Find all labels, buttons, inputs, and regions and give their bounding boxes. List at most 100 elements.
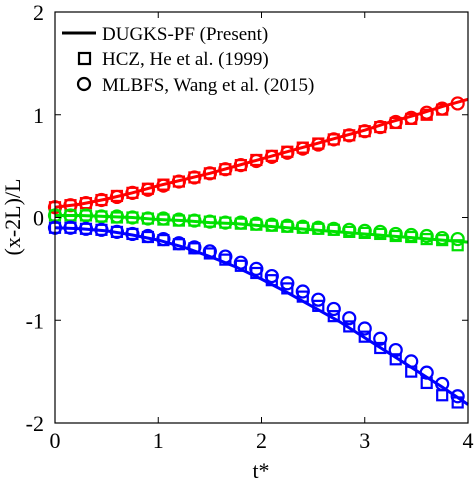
circle-point: [280, 145, 295, 160]
circle-point: [202, 166, 217, 181]
legend-square-marker: [77, 51, 92, 66]
circle-point: [342, 222, 357, 237]
circle-point: [202, 244, 217, 259]
axis-ticks: 0 1 2 3 4 -2 -1 0 1 2: [26, 0, 474, 453]
circle-point: [404, 110, 419, 125]
circle-point: [419, 105, 434, 120]
circle-point: [311, 292, 326, 307]
circle-point: [373, 119, 388, 135]
circle-point: [388, 226, 403, 242]
circle-point: [311, 137, 326, 152]
circle-point: [218, 162, 233, 177]
square-point: [451, 239, 464, 252]
circle-point: [357, 223, 372, 238]
square-point: [281, 282, 294, 295]
circle-point: [249, 153, 264, 169]
circle-point: [342, 128, 357, 143]
circle-point: [140, 228, 156, 244]
circle-point: [373, 224, 388, 239]
circle-point: [264, 217, 279, 232]
circle-point: [233, 255, 248, 270]
circle-point: [218, 249, 233, 264]
x-tick-label: 0: [50, 428, 61, 453]
x-tick-label: 4: [463, 428, 474, 453]
circle-point: [249, 216, 264, 231]
circle-point: [419, 228, 434, 244]
circle-point: [171, 174, 186, 189]
circle-point: [156, 178, 171, 193]
y-tick-label: -2: [26, 411, 44, 436]
circle-point: [233, 215, 248, 230]
circle-point: [264, 149, 279, 164]
circle-point: [295, 219, 310, 234]
circle-point: [435, 376, 450, 392]
circle-point: [171, 212, 186, 227]
circle-point: [94, 192, 109, 208]
circle-point: [264, 268, 279, 284]
circle-point: [342, 311, 357, 326]
chart-marks: [47, 96, 469, 409]
circle-point: [326, 132, 341, 147]
circle-point: [280, 276, 295, 291]
circle-point: [435, 230, 450, 246]
y-tick-label: 0: [33, 206, 44, 231]
square-point: [389, 353, 402, 366]
square-point: [358, 330, 371, 343]
circle-point: [295, 284, 310, 299]
legend-circle-marker: [76, 76, 92, 92]
circle-point: [94, 222, 109, 237]
circle-point: [94, 209, 109, 224]
circle-point: [125, 226, 140, 242]
circle-point: [388, 114, 403, 130]
y-axis-label: (x-2L)/L: [0, 179, 25, 256]
series-line-6: [54, 226, 469, 406]
square-point: [343, 320, 356, 333]
circle-point: [63, 220, 78, 235]
circle-point: [140, 211, 156, 226]
circle-point: [388, 342, 403, 358]
x-tick-label: 2: [256, 428, 267, 453]
circle-point: [187, 240, 202, 255]
square-point: [312, 299, 325, 312]
circle-point: [326, 301, 341, 317]
circle-point: [218, 215, 233, 230]
y-tick-label: -1: [26, 308, 44, 333]
circle-point: [311, 220, 326, 235]
circle-point: [357, 321, 372, 336]
circle-point: [187, 213, 202, 228]
circle-point: [435, 101, 450, 116]
y-tick-label: 2: [33, 0, 44, 25]
circle-point: [125, 210, 140, 225]
circle-point: [202, 214, 217, 229]
circle-point: [140, 182, 156, 197]
x-axis-label: t*: [252, 458, 269, 483]
circle-point: [450, 389, 465, 404]
circle-point: [450, 231, 465, 247]
circle-point: [326, 221, 341, 236]
legend-label-dugks: DUGKS-PF (Present): [102, 24, 268, 45]
circle-point: [109, 189, 125, 205]
y-tick-label: 1: [33, 103, 44, 128]
circle-point: [419, 365, 434, 380]
x-tick-label: 3: [359, 428, 370, 453]
circle-point: [280, 218, 295, 233]
circle-point: [109, 209, 125, 224]
square-point: [451, 396, 464, 409]
square-point: [374, 341, 387, 355]
circle-point: [156, 211, 171, 226]
circle-point: [125, 185, 140, 200]
circle-point: [373, 331, 388, 346]
circle-point: [295, 141, 310, 156]
circle-point: [78, 221, 94, 236]
circle-point: [249, 261, 264, 276]
circle-point: [450, 96, 465, 111]
circle-point: [156, 231, 171, 247]
legend-label-hcz: HCZ, He et al. (1999): [102, 49, 269, 70]
circle-point: [357, 124, 372, 139]
legend-label-mlbfs: MLBFS, Wang et al. (2015): [102, 75, 314, 96]
legend: DUGKS-PF (Present) HCZ, He et al. (1999)…: [62, 24, 314, 96]
circle-point: [404, 354, 419, 369]
square-point: [436, 389, 449, 402]
circle-point: [109, 224, 125, 239]
